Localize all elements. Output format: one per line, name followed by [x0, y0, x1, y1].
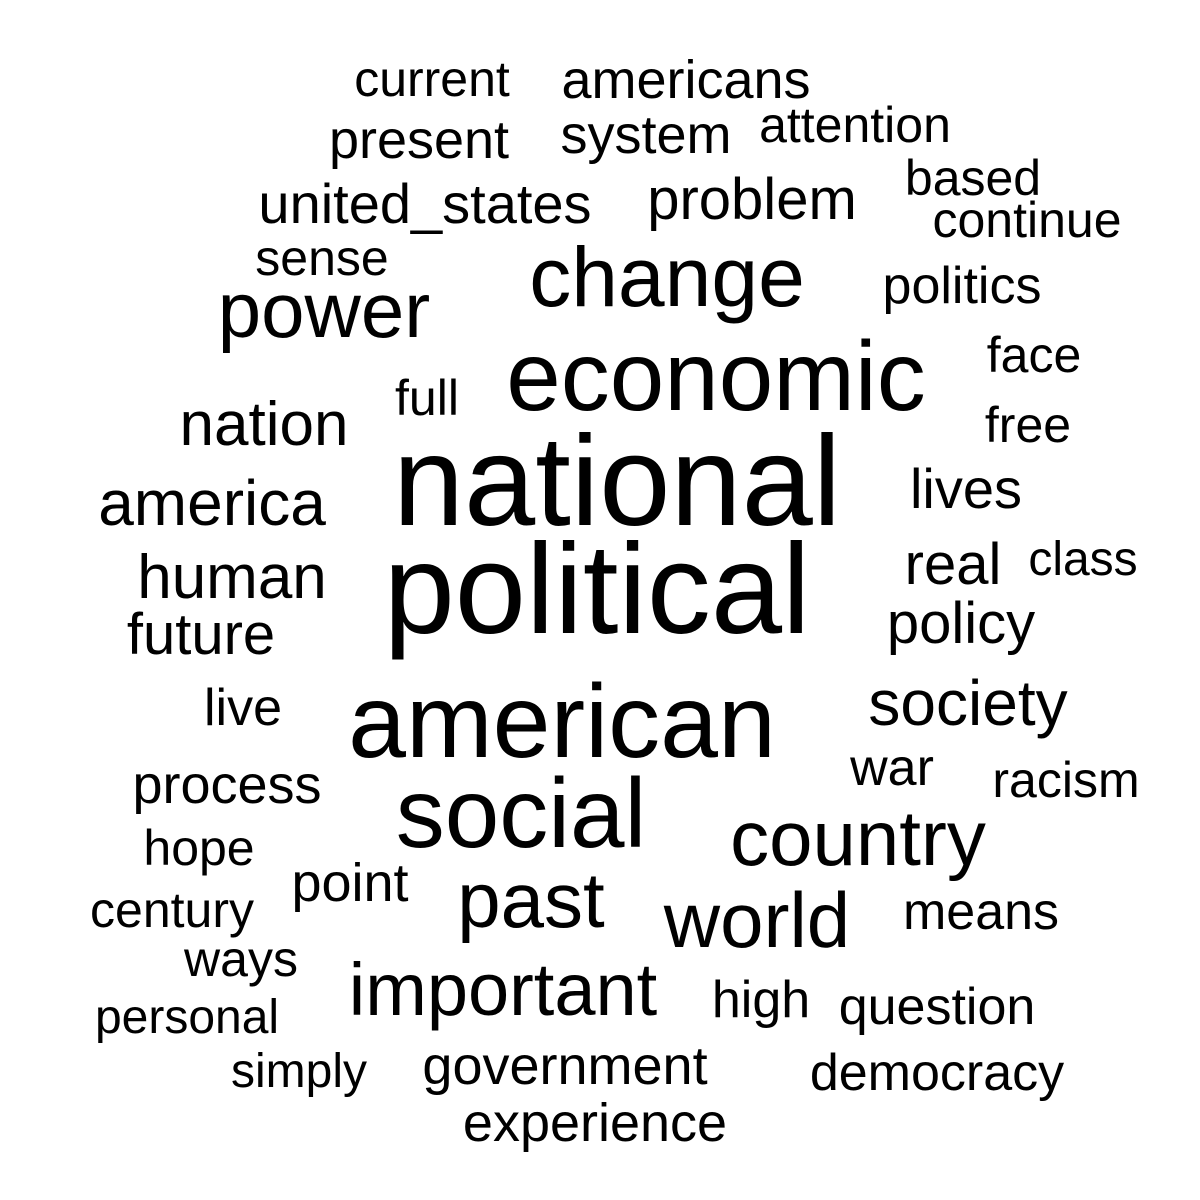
word-government: government: [422, 1036, 708, 1096]
word-human: human: [137, 543, 327, 612]
word-problem: problem: [647, 167, 857, 232]
word-national: national: [392, 410, 842, 553]
word-future: future: [126, 602, 276, 667]
word-racism: racism: [992, 752, 1140, 808]
word-american: american: [348, 664, 776, 780]
word-war: war: [850, 739, 934, 797]
word-united-states: united_states: [258, 172, 592, 235]
word-social: social: [395, 758, 647, 868]
word-world: world: [663, 876, 851, 964]
word-country: country: [730, 794, 986, 882]
word-face: face: [986, 327, 1082, 383]
word-simply: simply: [230, 1045, 368, 1098]
word-current: current: [354, 51, 510, 107]
word-americans: americans: [561, 50, 811, 110]
word-system: system: [560, 105, 732, 165]
word-century: century: [90, 882, 254, 938]
word-politics: politics: [882, 257, 1042, 315]
word-nation: nation: [179, 390, 349, 459]
word-ways: ways: [184, 931, 298, 987]
word-past: past: [457, 856, 605, 944]
word-lives: lives: [909, 457, 1023, 520]
word-present: present: [328, 110, 510, 170]
word-high: high: [711, 971, 811, 1029]
word-full: full: [395, 370, 459, 426]
word-process: process: [132, 755, 322, 815]
word-important: important: [348, 948, 658, 1031]
word-live: live: [203, 679, 283, 737]
word-change: change: [529, 230, 805, 324]
word-point: point: [291, 853, 409, 913]
word-sense: sense: [255, 230, 389, 286]
word-means: means: [902, 883, 1060, 941]
word-power: power: [217, 266, 431, 354]
word-democracy: democracy: [809, 1044, 1065, 1102]
word-question: question: [838, 978, 1036, 1036]
word-america: america: [98, 467, 326, 539]
word-attention: attention: [759, 97, 951, 153]
word-based: based: [904, 150, 1042, 206]
word-personal: personal: [94, 991, 280, 1044]
word-policy: policy: [886, 591, 1036, 656]
word-class: class: [1028, 533, 1138, 586]
word-political: political: [383, 518, 811, 661]
word-free: free: [984, 397, 1072, 453]
word-experience: experience: [462, 1093, 728, 1153]
word-society: society: [868, 667, 1068, 739]
word-continue: continue: [932, 192, 1122, 248]
word-real: real: [904, 532, 1002, 597]
word-economic: economic: [506, 321, 926, 431]
word-hope: hope: [143, 820, 255, 876]
